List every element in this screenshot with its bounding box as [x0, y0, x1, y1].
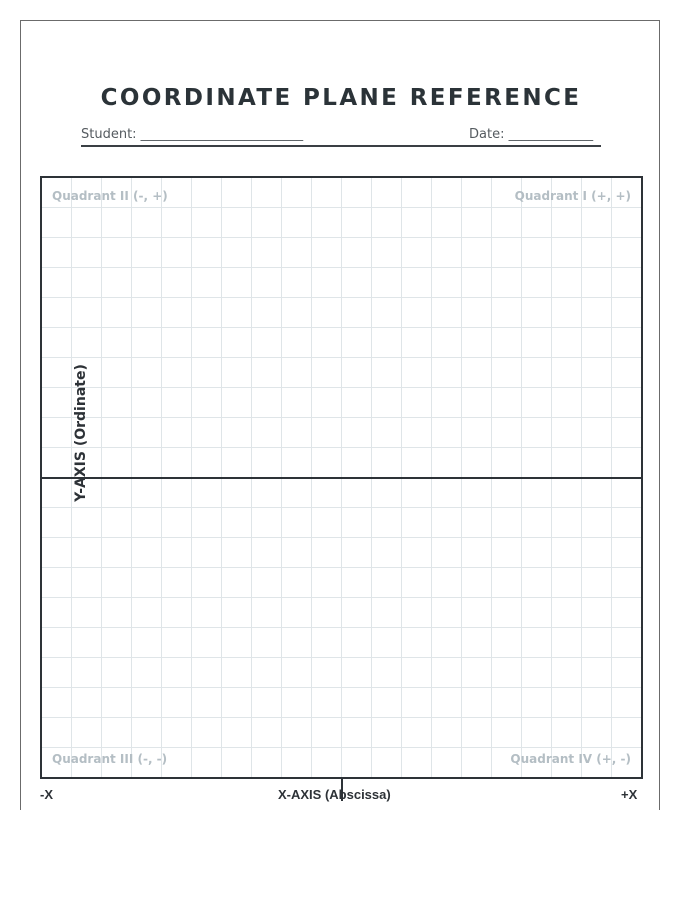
- page-title: COORDINATE PLANE REFERENCE: [100, 85, 582, 111]
- y-axis-origin-tick: [341, 779, 343, 801]
- y-axis-label: Y-AXIS (Ordinate): [73, 364, 89, 502]
- quadrant-4-label: Quadrant IV (+, -): [510, 752, 631, 766]
- quadrant-2-label: Quadrant II (-, +): [52, 189, 168, 203]
- coordinate-grid: Quadrant II (-, +) Quadrant I (+, +) Qua…: [40, 176, 643, 801]
- x-axis-line: [42, 477, 641, 479]
- quadrant-1-label: Quadrant I (+, +): [514, 189, 631, 203]
- negative-x-label: -X: [40, 787, 53, 802]
- positive-x-label: +X: [621, 787, 638, 802]
- x-axis-label: X-AXIS (Abscissa): [278, 787, 391, 802]
- date-field[interactable]: Date: _____________: [469, 127, 594, 142]
- student-field[interactable]: Student: _________________________: [81, 127, 304, 142]
- worksheet-page: COORDINATE PLANE REFERENCE Student: ____…: [20, 20, 660, 810]
- student-date-row: Student: _________________________ Date:…: [81, 127, 601, 147]
- quadrant-3-label: Quadrant III (-, -): [52, 752, 168, 766]
